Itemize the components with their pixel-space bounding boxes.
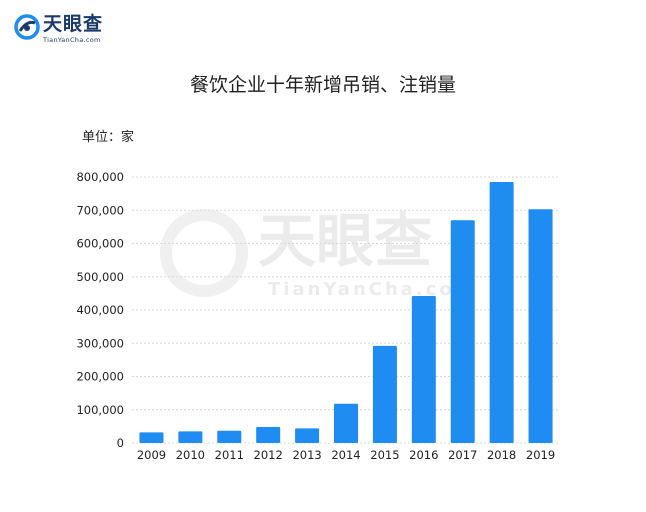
- chart-title: 餐饮企业十年新增吊销、注销量: [189, 74, 456, 96]
- bar-2010: [178, 431, 203, 443]
- brand-logo: 天眼查 TianYanCha.com: [14, 12, 124, 46]
- x-tick-label-2016: 2016: [409, 448, 438, 462]
- y-tick-label: 400,000: [76, 303, 124, 317]
- x-tick-label-2015: 2015: [370, 448, 399, 462]
- y-tick-label: 600,000: [76, 237, 124, 251]
- x-tick-label-2009: 2009: [137, 448, 166, 462]
- bar-2018: [489, 181, 514, 444]
- x-tick-label-2010: 2010: [176, 448, 205, 462]
- y-tick-label: 0: [117, 436, 124, 450]
- brand-sub: TianYanCha.com: [43, 36, 101, 44]
- bar-2016: [411, 296, 436, 443]
- x-tick-label-2017: 2017: [448, 448, 477, 462]
- brand-name: 天眼查: [43, 13, 104, 35]
- bar-2009: [139, 432, 164, 443]
- bar-2017: [450, 220, 475, 443]
- bar-2014: [334, 403, 358, 443]
- tianyancha-logo-icon: [14, 14, 40, 40]
- x-tick-labels: 2009 2010 2011 2012 2013 2014 2015 2016 2017 2018…: [137, 448, 555, 462]
- y-tick-labels: 0 100,000 200,000 300,000 400,000 500,000 600,…: [76, 170, 124, 450]
- bar-2013: [295, 428, 320, 443]
- bar-2011: [217, 430, 242, 443]
- x-tick-label-2014: 2014: [331, 448, 360, 462]
- y-tick-label: 800,000: [76, 170, 124, 184]
- y-tick-label: 500,000: [76, 270, 124, 284]
- unit-label: 单位：家: [82, 130, 135, 145]
- bar-2012: [256, 427, 281, 443]
- y-tick-label: 100,000: [76, 403, 124, 417]
- x-tick-label-2018: 2018: [487, 448, 516, 462]
- x-tick-label-2012: 2012: [254, 448, 283, 462]
- bars: [139, 181, 553, 444]
- x-tick-label-2013: 2013: [292, 448, 321, 462]
- y-tick-label: 200,000: [76, 370, 124, 384]
- y-tick-label: 700,000: [76, 203, 124, 217]
- bar-2015: [372, 345, 397, 443]
- y-tick-label: 300,000: [76, 336, 124, 350]
- x-tick-label-2011: 2011: [215, 448, 244, 462]
- bar-2019: [528, 209, 553, 443]
- x-tick-label-2019: 2019: [526, 448, 555, 462]
